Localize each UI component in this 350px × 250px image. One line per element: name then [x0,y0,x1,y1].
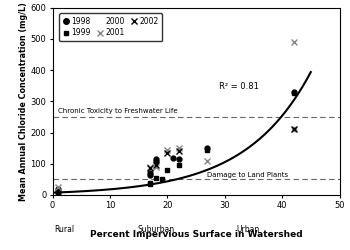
Text: Rural: Rural [54,225,74,234]
Text: R² = 0.81: R² = 0.81 [219,82,259,91]
Text: Chronic Toxicity to Freshwater Life: Chronic Toxicity to Freshwater Life [58,108,178,114]
X-axis label: Percent Impervious Surface in Watershed: Percent Impervious Surface in Watershed [90,230,302,239]
Y-axis label: Mean Annual Chloride Concentration (mg/L): Mean Annual Chloride Concentration (mg/L… [19,2,28,201]
Text: Damage to Land Plants: Damage to Land Plants [208,172,289,178]
Text: Suburban: Suburban [137,225,174,234]
Legend: 1998, 1999, 2000, 2001, 2002: 1998, 1999, 2000, 2001, 2002 [59,13,162,41]
Text: Urban: Urban [236,225,259,234]
